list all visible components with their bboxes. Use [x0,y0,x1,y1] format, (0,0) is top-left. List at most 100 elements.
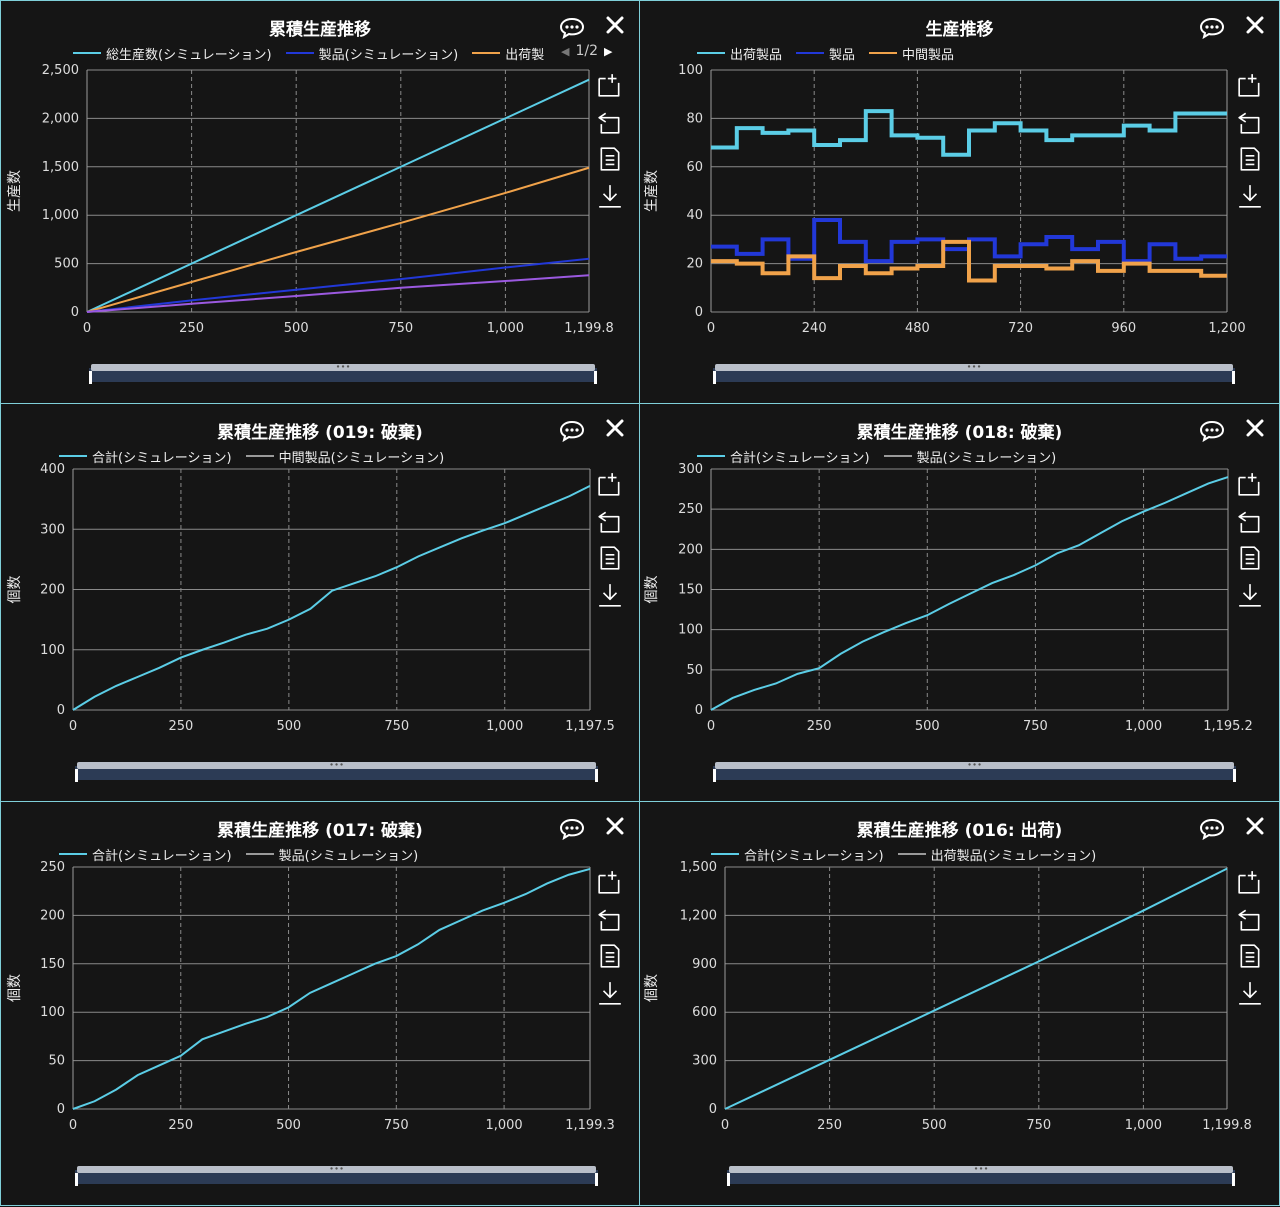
scroll-thumb[interactable]: ∙∙∙ [715,761,1234,769]
comment-icon [1199,818,1225,840]
range-scrollbar[interactable]: ∙∙∙ [713,363,1235,386]
download-tool[interactable] [597,183,623,209]
download-tool[interactable] [1237,183,1263,209]
scroll-track[interactable] [75,1170,598,1184]
x-tick-label: 1,199.3 [565,1118,615,1133]
zoom-in-tool[interactable] [1237,72,1263,98]
data-table-tool[interactable] [1237,943,1263,969]
comment-button[interactable] [559,420,585,442]
scroll-left-handle[interactable] [713,371,716,384]
scroll-thumb[interactable]: ∙∙∙ [91,363,595,371]
y-tick-label: 100 [40,1005,65,1020]
legend-item[interactable]: 合計(シミュレーション) [711,845,884,864]
scroll-track[interactable] [75,766,598,780]
scroll-left-handle[interactable] [727,1173,730,1186]
range-scrollbar[interactable]: ∙∙∙ [713,761,1236,784]
data-table-tool[interactable] [597,545,623,571]
legend-item[interactable]: 総生産数(シミュレーション) [73,44,272,63]
zoom-reset-tool[interactable] [1237,109,1263,135]
x-tick-label: 250 [169,719,194,734]
pager-prev-icon[interactable]: ◀ [561,45,570,58]
download-tool[interactable] [1237,582,1263,608]
comment-button[interactable] [1199,420,1225,442]
close-button[interactable] [1245,816,1267,838]
zoom-reset-tool[interactable] [597,508,623,534]
legend-item[interactable]: 合計(シミュレーション) [59,845,232,864]
y-tick-label: 50 [48,1054,65,1069]
comment-button[interactable] [1199,17,1225,39]
zoom-in-tool[interactable] [1237,869,1263,895]
zoom-reset-tool[interactable] [597,906,623,932]
zoom-in-tool[interactable] [1237,471,1263,497]
comment-button[interactable] [559,17,585,39]
chart-legend: 合計(シミュレーション) 製品(シミュレーション) [697,446,1217,466]
scroll-track[interactable] [713,368,1235,382]
scroll-thumb[interactable]: ∙∙∙ [729,1165,1233,1173]
legend-item[interactable]: 製品(シミュレーション) [285,44,458,63]
pager-next-icon[interactable]: ▶ [604,45,613,58]
legend-item[interactable]: 製品 [796,44,855,63]
scroll-thumb[interactable]: ∙∙∙ [77,761,596,769]
legend-item[interactable]: 出荷製品(シミュレーション) [897,845,1096,864]
scroll-left-handle[interactable] [75,1173,78,1186]
legend-item[interactable]: 合計(シミュレーション) [59,447,232,466]
legend-item[interactable]: 出荷製 [472,44,544,63]
scroll-right-handle[interactable] [1233,769,1236,782]
scroll-left-handle[interactable] [713,769,716,782]
scroll-right-handle[interactable] [595,1173,598,1186]
scroll-right-handle[interactable] [595,769,598,782]
zoom-in-tool[interactable] [597,869,623,895]
range-scrollbar[interactable]: ∙∙∙ [75,761,598,784]
zoom-reset-tool[interactable] [1237,906,1263,932]
x-tick-label: 0 [69,1118,77,1133]
scroll-left-handle[interactable] [75,769,78,782]
legend-label: 合計(シミュレーション) [92,450,232,466]
scroll-left-handle[interactable] [89,371,92,384]
legend-item[interactable]: 合計(シミュレーション) [697,447,870,466]
legend-item[interactable]: 中間製品 [869,44,954,63]
data-table-tool[interactable] [597,146,623,172]
scroll-right-handle[interactable] [1232,1173,1235,1186]
y-tick-label: 0 [709,1102,717,1117]
range-scrollbar[interactable]: ∙∙∙ [89,363,597,386]
data-table-tool[interactable] [1237,146,1263,172]
download-tool[interactable] [597,582,623,608]
series-line [86,78,590,313]
legend-item[interactable]: 出荷製品 [697,44,782,63]
x-tick-label: 1,199.8 [564,321,614,336]
zoom-reset-tool[interactable] [1237,508,1263,534]
legend-item[interactable]: 製品(シミュレーション) [883,447,1056,466]
scroll-track[interactable] [727,1170,1235,1184]
legend-item[interactable]: 中間製品(シミュレーション) [245,447,444,466]
comment-button[interactable] [1199,818,1225,840]
close-button[interactable] [605,816,627,838]
scroll-right-handle[interactable] [594,371,597,384]
y-tick-label: 100 [678,623,703,638]
zoom-reset-tool[interactable] [597,109,623,135]
download-tool[interactable] [1237,980,1263,1006]
y-tick-label: 150 [40,957,65,972]
close-button[interactable] [605,15,627,37]
scroll-thumb[interactable]: ∙∙∙ [77,1165,596,1173]
close-button[interactable] [1245,15,1267,37]
series-line [711,109,1227,157]
y-tick-label: 1,500 [42,160,79,175]
zoom-in-tool[interactable] [597,471,623,497]
download-tool[interactable] [597,980,623,1006]
scroll-track[interactable] [713,766,1236,780]
zoom-in-tool[interactable] [597,72,623,98]
range-scrollbar[interactable]: ∙∙∙ [75,1165,598,1188]
scroll-track[interactable] [89,368,597,382]
close-button[interactable] [1245,418,1267,440]
data-table-tool[interactable] [1237,545,1263,571]
data-table-tool[interactable] [597,943,623,969]
download-icon [1239,982,1261,1005]
zoom-in-icon [598,473,620,496]
close-button[interactable] [605,418,627,440]
scroll-thumb[interactable]: ∙∙∙ [715,363,1233,371]
range-scrollbar[interactable]: ∙∙∙ [727,1165,1235,1188]
comment-button[interactable] [559,818,585,840]
close-icon [1246,16,1264,34]
legend-item[interactable]: 製品(シミュレーション) [245,845,418,864]
scroll-right-handle[interactable] [1232,371,1235,384]
